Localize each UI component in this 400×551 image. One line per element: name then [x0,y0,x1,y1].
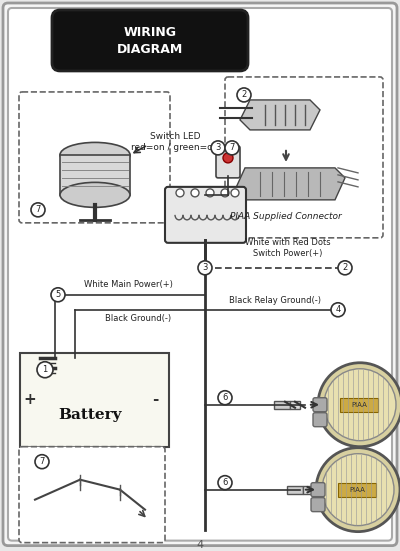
Circle shape [206,189,214,197]
Circle shape [31,203,45,217]
FancyBboxPatch shape [313,398,327,412]
Text: 6: 6 [222,393,228,402]
FancyBboxPatch shape [19,447,165,543]
Circle shape [322,453,394,526]
FancyBboxPatch shape [290,401,300,409]
Text: 5: 5 [55,290,61,299]
Text: PIAA: PIAA [349,487,365,493]
Text: Black Relay Ground(-): Black Relay Ground(-) [229,296,321,305]
Polygon shape [240,100,320,130]
FancyBboxPatch shape [8,8,392,541]
FancyBboxPatch shape [313,413,327,426]
FancyBboxPatch shape [311,498,325,512]
Circle shape [223,153,233,163]
FancyBboxPatch shape [340,398,378,412]
Text: 4: 4 [335,305,341,314]
FancyBboxPatch shape [52,10,248,71]
Text: 7: 7 [35,206,41,214]
FancyBboxPatch shape [19,92,170,223]
Circle shape [225,141,239,155]
Text: +: + [24,392,36,407]
Circle shape [191,189,199,197]
Text: 4: 4 [196,539,204,550]
FancyBboxPatch shape [216,146,240,178]
Text: 3: 3 [202,263,208,272]
Circle shape [231,189,239,197]
Text: 6: 6 [222,478,228,487]
FancyBboxPatch shape [311,483,325,496]
Circle shape [176,189,184,197]
Ellipse shape [60,142,130,168]
Circle shape [218,476,232,490]
Polygon shape [235,168,345,200]
Text: PIAA Supplied Connector: PIAA Supplied Connector [230,212,342,221]
Circle shape [51,288,65,302]
FancyBboxPatch shape [60,155,130,195]
FancyBboxPatch shape [338,483,376,496]
Circle shape [318,363,400,447]
Text: White Main Power(+): White Main Power(+) [84,280,172,289]
Text: -: - [152,392,158,407]
Circle shape [37,362,53,378]
Circle shape [35,455,49,469]
Text: 2: 2 [241,90,247,99]
Circle shape [218,391,232,405]
FancyBboxPatch shape [287,485,303,494]
Text: Battery: Battery [58,408,122,422]
Text: Black Ground(-): Black Ground(-) [105,314,171,323]
FancyBboxPatch shape [303,485,313,494]
FancyBboxPatch shape [274,401,290,409]
FancyBboxPatch shape [225,77,383,238]
Circle shape [211,141,225,155]
Text: White with Red Dots
Switch Power(+): White with Red Dots Switch Power(+) [245,239,331,258]
Text: PIAA: PIAA [351,402,367,408]
Text: 7: 7 [229,143,235,153]
Circle shape [338,261,352,275]
Circle shape [316,448,400,532]
Circle shape [221,189,229,197]
FancyBboxPatch shape [20,353,169,447]
Circle shape [198,261,212,275]
Circle shape [331,303,345,317]
Text: 2: 2 [342,263,348,272]
Text: Switch LED
red=on / green=off: Switch LED red=on / green=off [131,132,219,152]
Text: WIRING
DIAGRAM: WIRING DIAGRAM [117,26,183,56]
Text: 7: 7 [39,457,45,466]
FancyBboxPatch shape [3,3,397,545]
Text: 3: 3 [215,143,221,153]
FancyBboxPatch shape [165,187,246,243]
Circle shape [237,88,251,102]
Ellipse shape [60,182,130,207]
Circle shape [324,369,396,441]
Text: 1: 1 [42,365,48,374]
